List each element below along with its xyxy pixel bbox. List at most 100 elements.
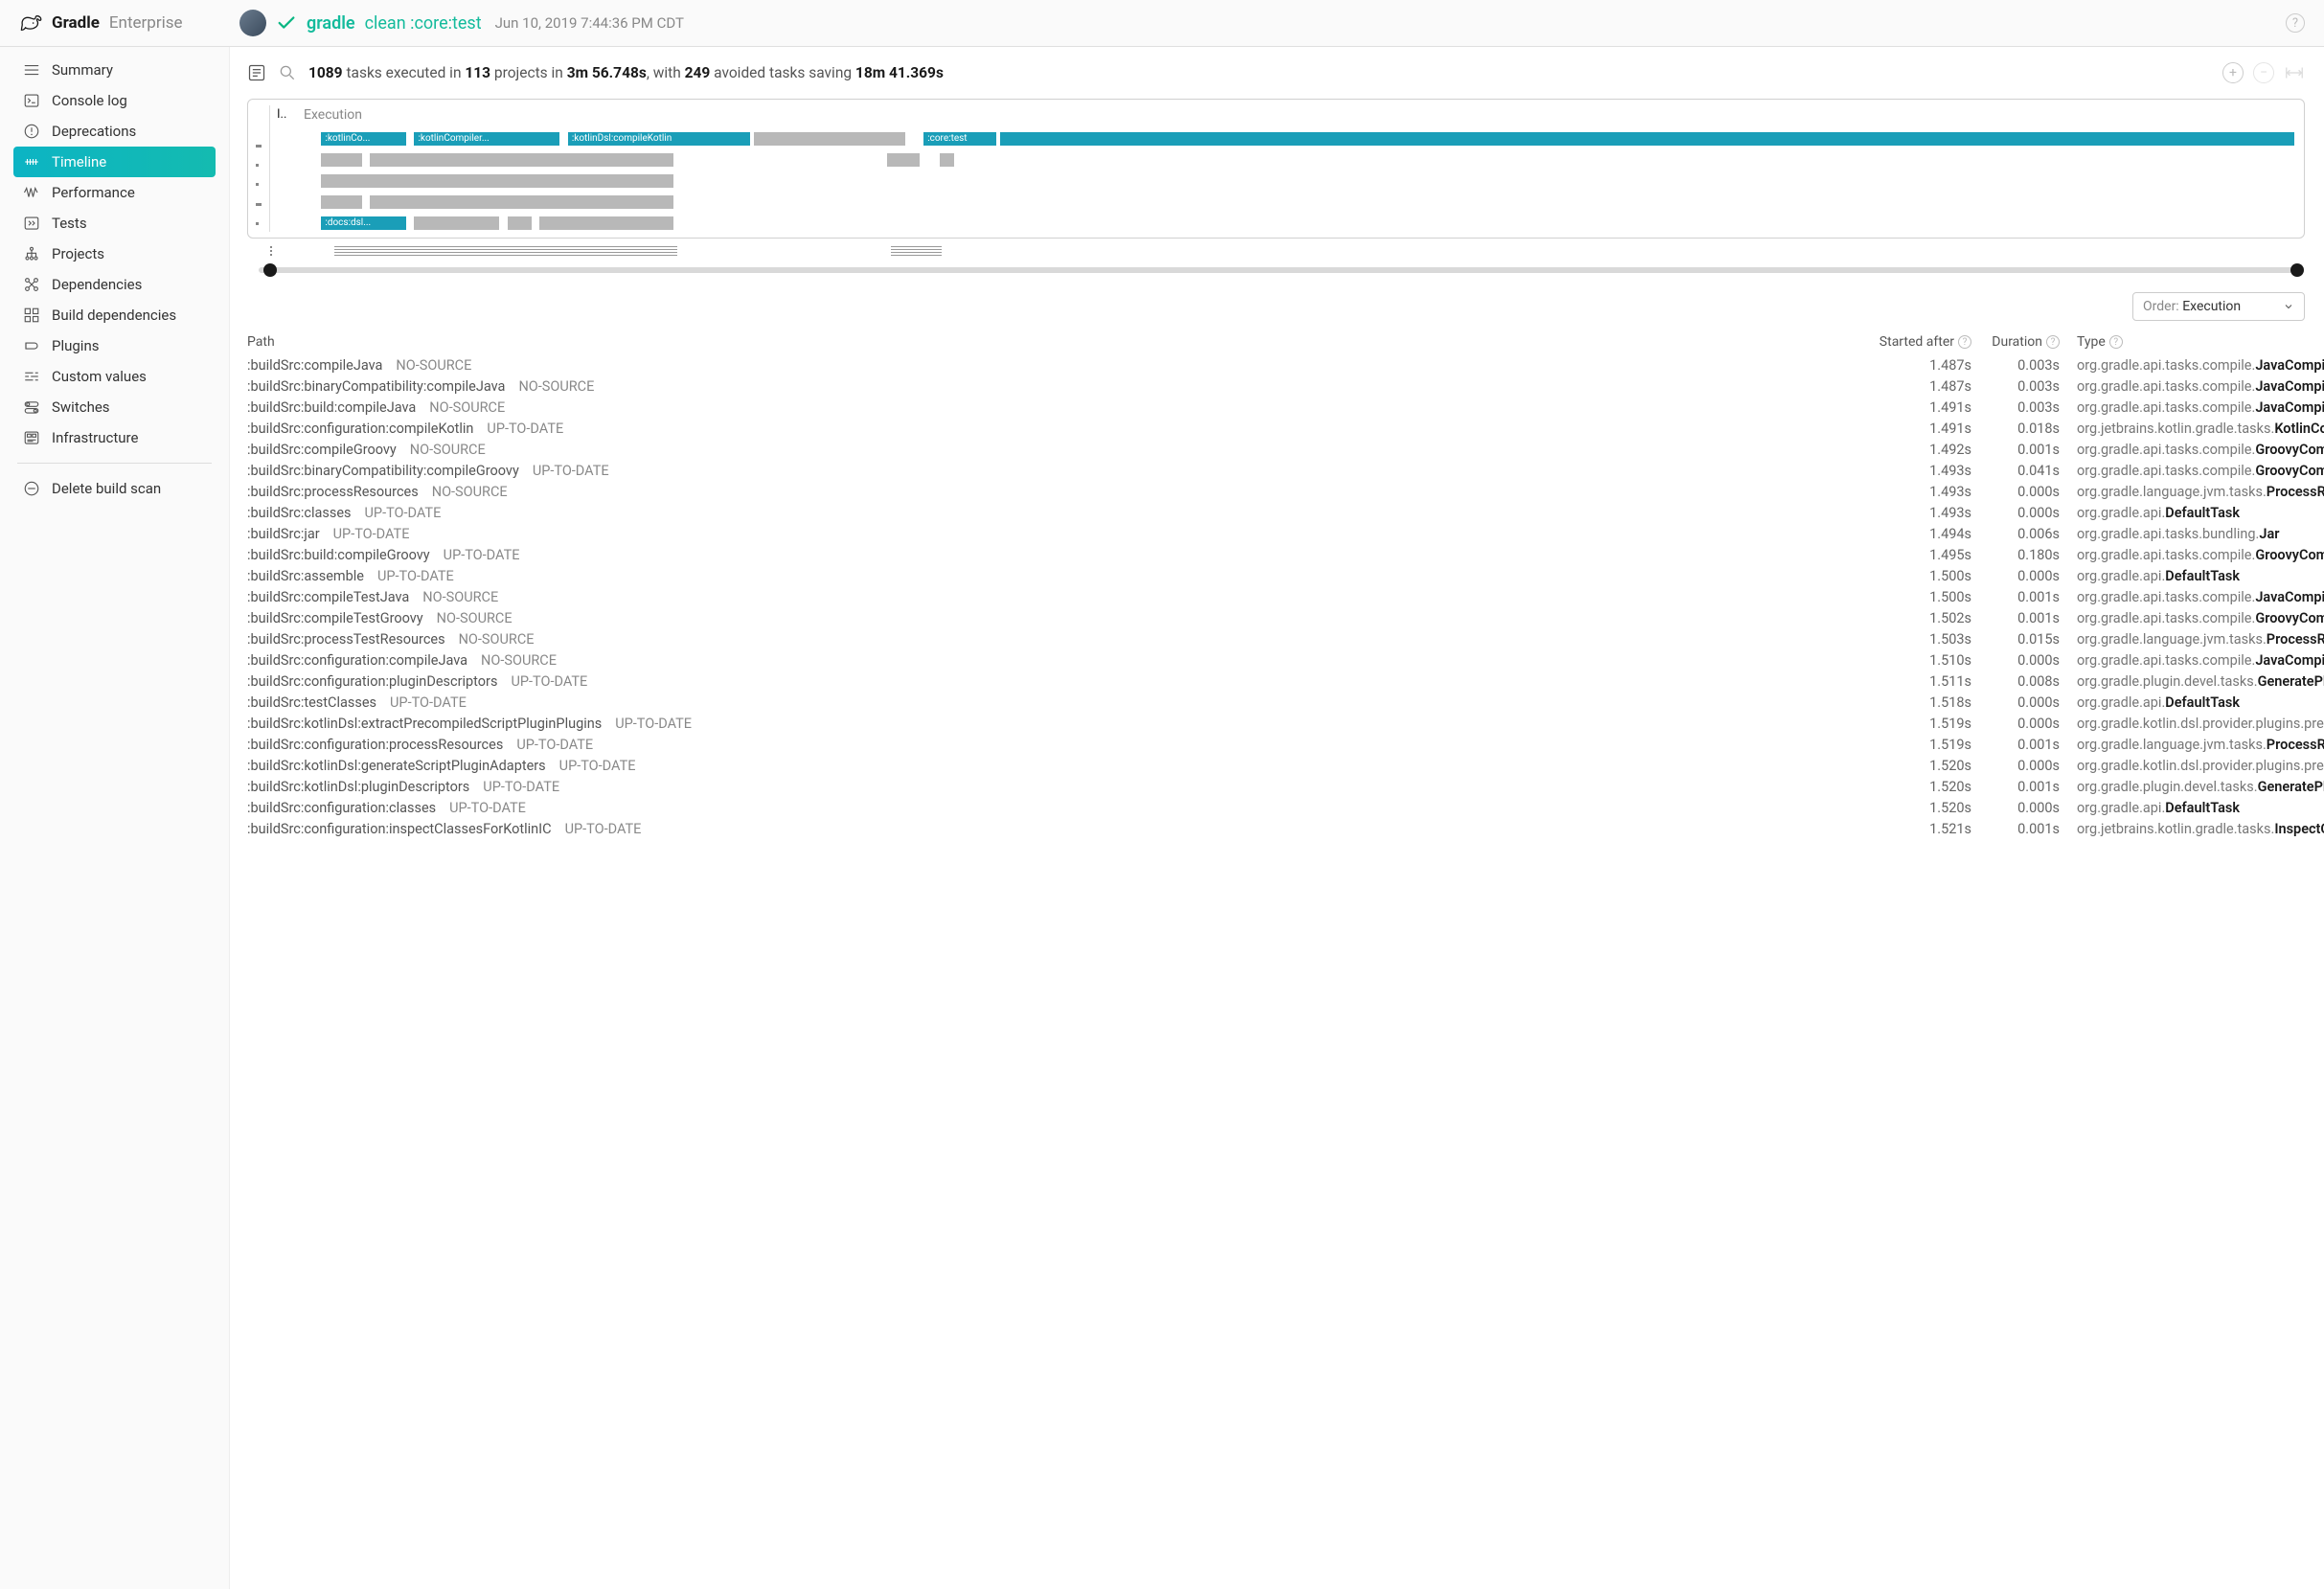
help-icon[interactable]: ? [2109,335,2123,349]
gradle-logo-icon [19,12,44,34]
col-duration[interactable]: Duration? [1975,334,2063,350]
wave-icon [23,184,40,201]
sidebar-item-dependencies[interactable]: Dependencies [13,269,216,300]
timeline-tracks[interactable]: :kotlinCo... :kotlinCompiler... :kotlinDsl… [277,132,2298,232]
sidebar-item-timeline[interactable]: Timeline [13,147,216,177]
table-row[interactable]: :buildSrc:binaryCompatibility:compileJav… [247,376,2324,398]
sidebar-item-switches[interactable]: Switches [13,392,216,422]
table-row[interactable]: :buildSrc:kotlinDsl:generateScriptPlugin… [247,756,2324,777]
sidebar-item-label: Tests [52,215,87,232]
table-row[interactable]: :buildSrc:compileTestJavaNO-SOURCE 1.500… [247,587,2324,608]
deps-icon [23,276,40,293]
timeline-bar[interactable] [887,153,920,167]
init-label: I.. [277,107,288,123]
sidebar-item-summary[interactable]: Summary [13,55,216,85]
timeline-bar[interactable]: :kotlinCompiler... [414,132,559,146]
fit-width-icon[interactable] [2284,62,2305,83]
delete-label: Delete build scan [52,480,161,497]
table-row[interactable]: :buildSrc:configuration:compileJavaNO-SO… [247,650,2324,671]
build-info: gradle clean :core:test Jun 10, 2019 7:4… [239,10,684,36]
timeline-bar[interactable]: :kotlinDsl:compileKotlin [568,132,750,146]
col-type[interactable]: Type? [2063,334,2324,350]
sidebar-item-builddeps[interactable]: Build dependencies [13,300,216,330]
sidebar-item-label: Deprecations [52,123,136,140]
slider-knob-right[interactable] [2290,263,2304,277]
table-row[interactable]: :buildSrc:processResourcesNO-SOURCE 1.49… [247,482,2324,503]
bdeps-icon [23,307,40,324]
zoom-out-icon[interactable]: − [2253,62,2274,83]
table-row[interactable]: :buildSrc:build:compileJavaNO-SOURCE 1.4… [247,398,2324,419]
timeline-bar[interactable] [539,216,672,230]
exec-label: Execution [304,107,362,123]
search-icon[interactable] [278,63,297,82]
table-row[interactable]: :buildSrc:kotlinDsl:extractPrecompiledSc… [247,714,2324,735]
sidebar-item-label: Projects [52,245,104,262]
sidebar-item-deprecations[interactable]: Deprecations [13,116,216,147]
timeline-bar[interactable] [754,132,905,146]
sidebar-item-label: Custom values [52,368,147,385]
table-row[interactable]: :buildSrc:classesUP-TO-DATE 1.493s 0.000… [247,503,2324,524]
table-row[interactable]: :buildSrc:assembleUP-TO-DATE 1.500s 0.00… [247,566,2324,587]
col-path[interactable]: Path [247,334,1860,350]
timeline-bar[interactable] [940,153,954,167]
brand-name: Gradle [52,13,100,33]
sidebar-item-performance[interactable]: Performance [13,177,216,208]
order-select[interactable]: Order: Execution [2132,292,2305,321]
timeline-bar[interactable] [321,195,361,209]
table-row[interactable]: :buildSrc:build:compileGroovyUP-TO-DATE … [247,545,2324,566]
sidebar-item-label: Infrastructure [52,429,138,446]
zoom-in-icon[interactable]: + [2222,62,2244,83]
list-icon[interactable] [247,63,266,82]
timeline-bar[interactable]: :docs:dsl... [321,216,406,230]
app-header: Gradle Enterprise gradle clean :core:tes… [0,0,2324,47]
brand-sub: Enterprise [109,13,183,33]
custom-icon [23,368,40,385]
sidebar-item-console[interactable]: Console log [13,85,216,116]
sidebar-item-tests[interactable]: Tests [13,208,216,239]
timeline-bar[interactable] [321,153,361,167]
table-row[interactable]: :buildSrc:kotlinDsl:pluginDescriptorsUP-… [247,777,2324,798]
table-row[interactable]: :buildSrc:compileTestGroovyNO-SOURCE 1.5… [247,608,2324,629]
avatar[interactable] [239,10,266,36]
table-row[interactable]: :buildSrc:binaryCompatibility:compileGro… [247,461,2324,482]
col-started[interactable]: Started after? [1860,334,1975,350]
build-command: clean :core:test [365,13,482,34]
lane-ticks [256,136,269,234]
chevron-down-icon [2283,301,2294,312]
summary-bar: 1089 tasks executed in 113 projects in 3… [247,62,2324,99]
timeline-bar[interactable] [370,153,673,167]
help-icon[interactable]: ? [2046,335,2060,349]
table-row[interactable]: :buildSrc:configuration:inspectClassesFo… [247,819,2324,840]
timeline-bar[interactable] [370,195,673,209]
table-row[interactable]: :buildSrc:compileGroovyNO-SOURCE 1.492s … [247,440,2324,461]
timeline-bar[interactable] [414,216,499,230]
timeline-bar[interactable]: :kotlinCo... [321,132,406,146]
sidebar-item-infra[interactable]: Infrastructure [13,422,216,453]
alert-icon [23,123,40,140]
slider-knob-left[interactable] [263,263,277,277]
table-row[interactable]: :buildSrc:configuration:classesUP-TO-DAT… [247,798,2324,819]
sidebar-item-custom[interactable]: Custom values [13,361,216,392]
toolbar-icons: + − [2222,62,2305,83]
sidebar: SummaryConsole log Deprecations TimelinePe… [0,47,230,1589]
brand[interactable]: Gradle Enterprise [19,12,239,34]
timeline-minimap[interactable] [270,246,2305,256]
timeline-bar[interactable] [1000,132,2293,146]
table-row[interactable]: :buildSrc:testClassesUP-TO-DATE 1.518s 0… [247,693,2324,714]
sidebar-item-plugins[interactable]: Plugins [13,330,216,361]
help-icon[interactable]: ? [2286,13,2305,33]
table-row[interactable]: :buildSrc:compileJavaNO-SOURCE 1.487s 0.… [247,355,2324,376]
table-row[interactable]: :buildSrc:configuration:pluginDescriptor… [247,671,2324,693]
table-row[interactable]: :buildSrc:configuration:compileKotlinUP-… [247,419,2324,440]
table-row[interactable]: :buildSrc:jarUP-TO-DATE 1.494s 0.006s or… [247,524,2324,545]
range-slider[interactable] [251,263,2305,275]
table-row[interactable]: :buildSrc:configuration:processResources… [247,735,2324,756]
help-icon[interactable]: ? [1958,335,1971,349]
timeline-bar[interactable] [321,174,672,188]
timeline-bar[interactable] [508,216,532,230]
timeline-panel[interactable]: I.. Execution :kotlinCo... :kotlinCompile… [247,99,2305,239]
table-row[interactable]: :buildSrc:processTestResourcesNO-SOURCE … [247,629,2324,650]
timeline-bar[interactable]: :core:test [923,132,996,146]
delete-build-scan[interactable]: Delete build scan [13,473,216,504]
sidebar-item-projects[interactable]: Projects [13,239,216,269]
